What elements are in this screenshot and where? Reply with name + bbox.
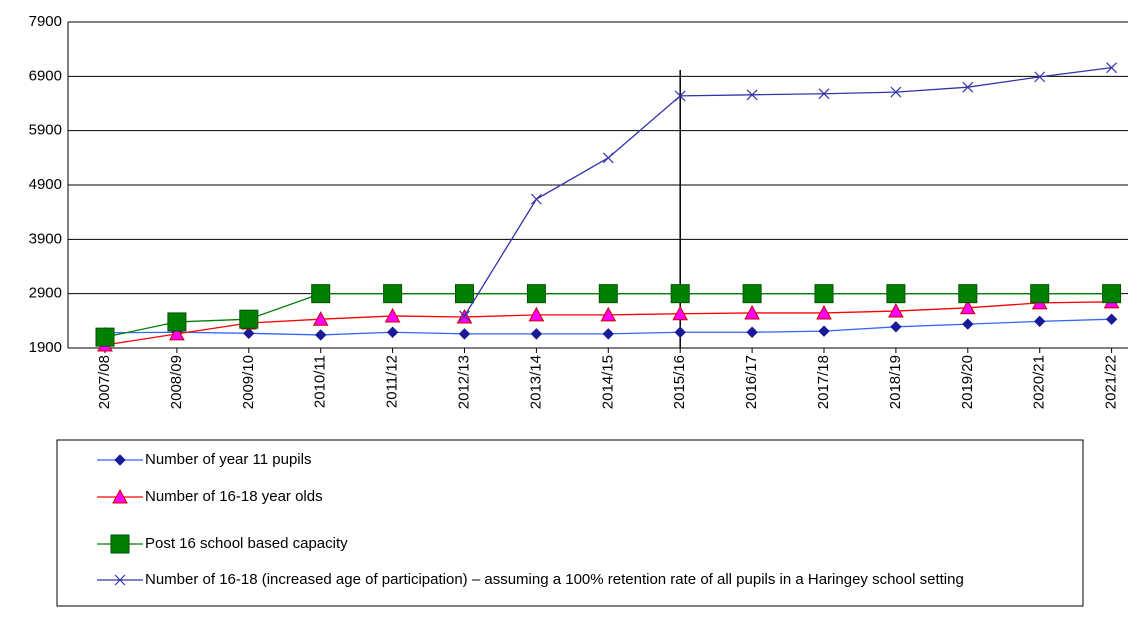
- point: [890, 321, 902, 333]
- point: [674, 326, 686, 338]
- point: [314, 329, 327, 341]
- point: [962, 318, 974, 330]
- point: [886, 284, 906, 304]
- point: [169, 325, 185, 341]
- x-tick-label: 2017/18: [815, 355, 832, 409]
- y-tick-label: 7900: [29, 13, 62, 30]
- point: [890, 86, 902, 98]
- point: [530, 328, 543, 340]
- point: [526, 284, 546, 304]
- point: [816, 304, 832, 320]
- point: [818, 325, 830, 337]
- legend-marker: [110, 534, 130, 554]
- point: [1106, 62, 1118, 74]
- point: [1033, 315, 1046, 328]
- point: [602, 152, 614, 164]
- legend-marker: [114, 454, 126, 466]
- point: [383, 284, 403, 304]
- x-tick-label: 2013/14: [527, 355, 544, 409]
- point: [744, 304, 760, 320]
- point: [1034, 71, 1046, 83]
- x-tick-label: 2020/21: [1031, 355, 1048, 409]
- point: [598, 284, 618, 304]
- x-tick-label: 2015/16: [671, 355, 688, 409]
- x-tick-label: 2007/08: [96, 355, 113, 409]
- point: [312, 311, 329, 326]
- point: [455, 284, 474, 304]
- x-tick-label: 2021/22: [1103, 355, 1120, 409]
- point: [818, 88, 830, 100]
- point: [311, 284, 331, 304]
- point: [602, 328, 615, 340]
- point: [672, 305, 689, 321]
- point: [746, 326, 758, 338]
- series-line: [463, 66, 1112, 317]
- point: [530, 193, 542, 205]
- legend-box: [56, 439, 1084, 607]
- x-tick-label: 2008/09: [168, 355, 185, 409]
- point: [528, 306, 545, 322]
- x-tick-label: 2014/15: [599, 355, 616, 409]
- x-tick-label: 2018/19: [887, 355, 904, 409]
- legend-entry: Post 16 school based capacity: [145, 536, 348, 552]
- x-tick-label: 2016/17: [743, 355, 760, 409]
- point: [674, 90, 686, 102]
- x-tick-label: 2010/11: [312, 355, 329, 408]
- point: [458, 328, 471, 340]
- legend-marker: [112, 488, 128, 504]
- y-tick-label: 2900: [29, 285, 62, 302]
- point: [167, 312, 187, 332]
- point: [959, 299, 976, 315]
- legend-label: Number of year 11 pupils: [145, 452, 312, 468]
- point: [670, 284, 690, 304]
- point: [742, 284, 762, 304]
- point: [1102, 284, 1122, 304]
- point: [243, 327, 255, 340]
- y-tick-label: 1900: [29, 339, 62, 356]
- x-tick-label: 2019/20: [959, 355, 976, 409]
- point: [958, 284, 978, 304]
- legend-entry: Number of 16-18 (increased age of partic…: [145, 572, 964, 588]
- x-tick-label: 2009/10: [240, 355, 257, 409]
- y-tick-label: 6900: [29, 67, 62, 84]
- point: [386, 326, 399, 338]
- point: [746, 89, 758, 101]
- point: [384, 307, 401, 323]
- x-tick-label: 2012/13: [455, 355, 472, 409]
- point: [1105, 313, 1118, 325]
- y-tick-label: 5900: [29, 122, 62, 139]
- point: [239, 309, 259, 329]
- x-tick-label: 2011/12: [384, 355, 401, 408]
- y-tick-label: 4900: [29, 176, 62, 193]
- point: [600, 306, 617, 322]
- point: [888, 302, 904, 318]
- legend-entry: Number of 16-18 year olds: [145, 489, 323, 505]
- point: [459, 310, 470, 322]
- legend-label: Number of 16-18 (increased age of partic…: [145, 572, 964, 588]
- legend-marker: [114, 574, 126, 586]
- point: [962, 81, 974, 93]
- point: [95, 327, 115, 347]
- legend-label: Number of 16-18 year olds: [145, 489, 323, 505]
- point: [1030, 284, 1050, 304]
- legend-entry: Number of year 11 pupils: [145, 452, 312, 468]
- legend-label: Post 16 school based capacity: [145, 536, 348, 552]
- y-tick-label: 3900: [29, 230, 62, 247]
- point: [814, 284, 834, 304]
